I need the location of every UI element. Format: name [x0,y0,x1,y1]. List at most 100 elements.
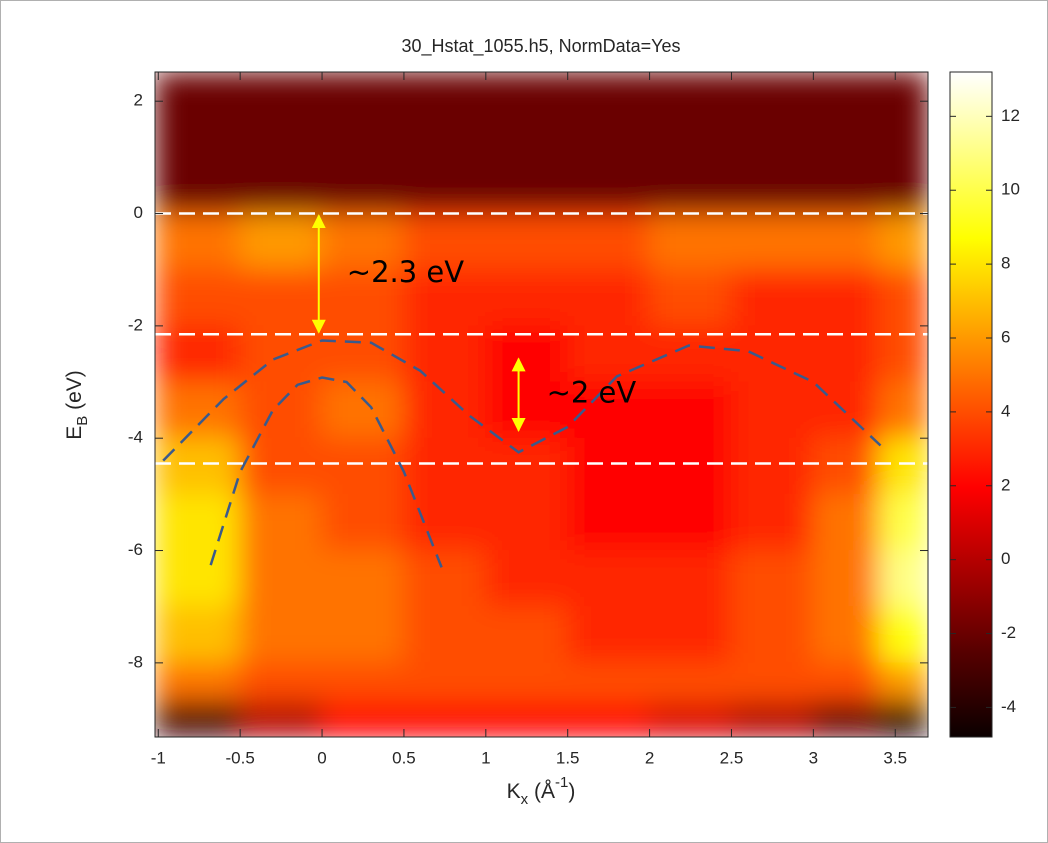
heat-cell [730,381,814,439]
heat-cell [649,701,732,737]
x-tick-label: 2 [645,748,654,767]
annotation-text: ~2 eV [547,376,637,410]
heat-cell [812,269,880,327]
heat-cell [812,493,880,552]
heat-cell [649,269,732,327]
heat-cell [155,72,241,144]
heat-cell [485,437,569,495]
heat-cell [878,142,928,215]
y-tick-label: -6 [128,540,143,559]
heat-cell [878,213,928,271]
heat-cell [812,72,880,144]
heat-cell [155,381,241,439]
heat-cell [812,550,880,608]
colorbar [949,71,993,738]
heat-cell [239,662,323,703]
plot-border [154,71,929,738]
heat-cell [812,213,880,271]
heat-cell [567,213,651,271]
heat-cell [321,701,405,737]
heat-cell [155,493,241,552]
xlabel-part: -1 [555,774,568,791]
heat-cell [812,606,880,664]
heat-cell [485,72,569,144]
heat-cell [567,662,651,703]
y-tick-label: 0 [134,203,143,222]
colorbar-tick-label: -2 [1001,623,1016,642]
heat-cell [567,437,651,495]
heat-cell [730,72,814,144]
heat-cell [730,437,814,495]
heat-cell [649,213,732,271]
heat-cell [321,213,405,271]
heat-cell [403,550,487,608]
heat-cell [567,550,651,608]
heat-cell [649,662,732,703]
y-tick-label: -8 [128,652,143,671]
heat-cell [239,381,323,439]
x-tick-label: 1.5 [556,748,580,767]
x-tick-label: -0.5 [226,748,255,767]
heat-cell [649,437,732,495]
x-tick-label: -1 [151,748,166,767]
heat-cell [649,72,732,144]
heat-cell [812,325,880,383]
heat-cell [239,701,323,737]
heat-cell [567,701,651,737]
heat-cell [649,606,732,664]
heat-cell [649,550,732,608]
y-tick-label: -4 [128,428,143,447]
x-tick-label: 1 [481,748,490,767]
heat-cell [485,550,569,608]
heat-cell [567,493,651,552]
heat-cell [730,142,814,215]
heat-cell [403,142,487,215]
heat-cell [321,662,405,703]
heat-cell [403,72,487,144]
heat-cell [239,493,323,552]
annotation-text: ~2.3 eV [347,255,464,289]
heat-cell [567,72,651,144]
heat-cell [155,550,241,608]
colorbar-tick-label: 2 [1001,475,1010,494]
overlay: ~2.3 eV ~2 eV [155,212,928,568]
heatmap [155,72,928,737]
ylabel-part: (eV) [63,370,86,416]
heat-cell [239,72,323,144]
colorbar-tick-label: 12 [1001,106,1020,125]
heat-cell [485,493,569,552]
heat-cell [403,493,487,552]
heat-cell [730,493,814,552]
heat-cell [321,550,405,608]
heat-cell [878,701,928,737]
heat-cell [403,437,487,495]
y-tick-label: -2 [128,315,143,334]
colorbar-tick-label: -4 [1001,697,1016,716]
heat-cell [730,269,814,327]
heat-cell [403,606,487,664]
heat-cell [878,550,928,608]
heatmap-cells [155,72,928,737]
y-axis-label: EB (eV) [63,370,92,440]
heat-cell [239,269,323,327]
guide-curve [162,339,882,462]
colorbar-tick-label: 8 [1001,254,1010,273]
heat-cell [649,142,732,215]
heat-cell [567,142,651,215]
heat-cell [730,550,814,608]
heat-cell [812,701,880,737]
heat-cell [239,142,323,215]
heat-cell [730,213,814,271]
heat-cell [567,381,651,439]
heat-cell [321,493,405,552]
heat-cell [155,269,241,327]
heat-cell [321,269,405,327]
heat-cell [239,550,323,608]
chart-title: 30_Hstat_1055.h5, NormData=Yes [401,36,680,57]
colorbar-tick-label: 6 [1001,327,1010,346]
xlabel-part: ) [568,780,575,803]
heat-cell [485,269,569,327]
heat-cell [878,72,928,144]
heat-cell [567,606,651,664]
